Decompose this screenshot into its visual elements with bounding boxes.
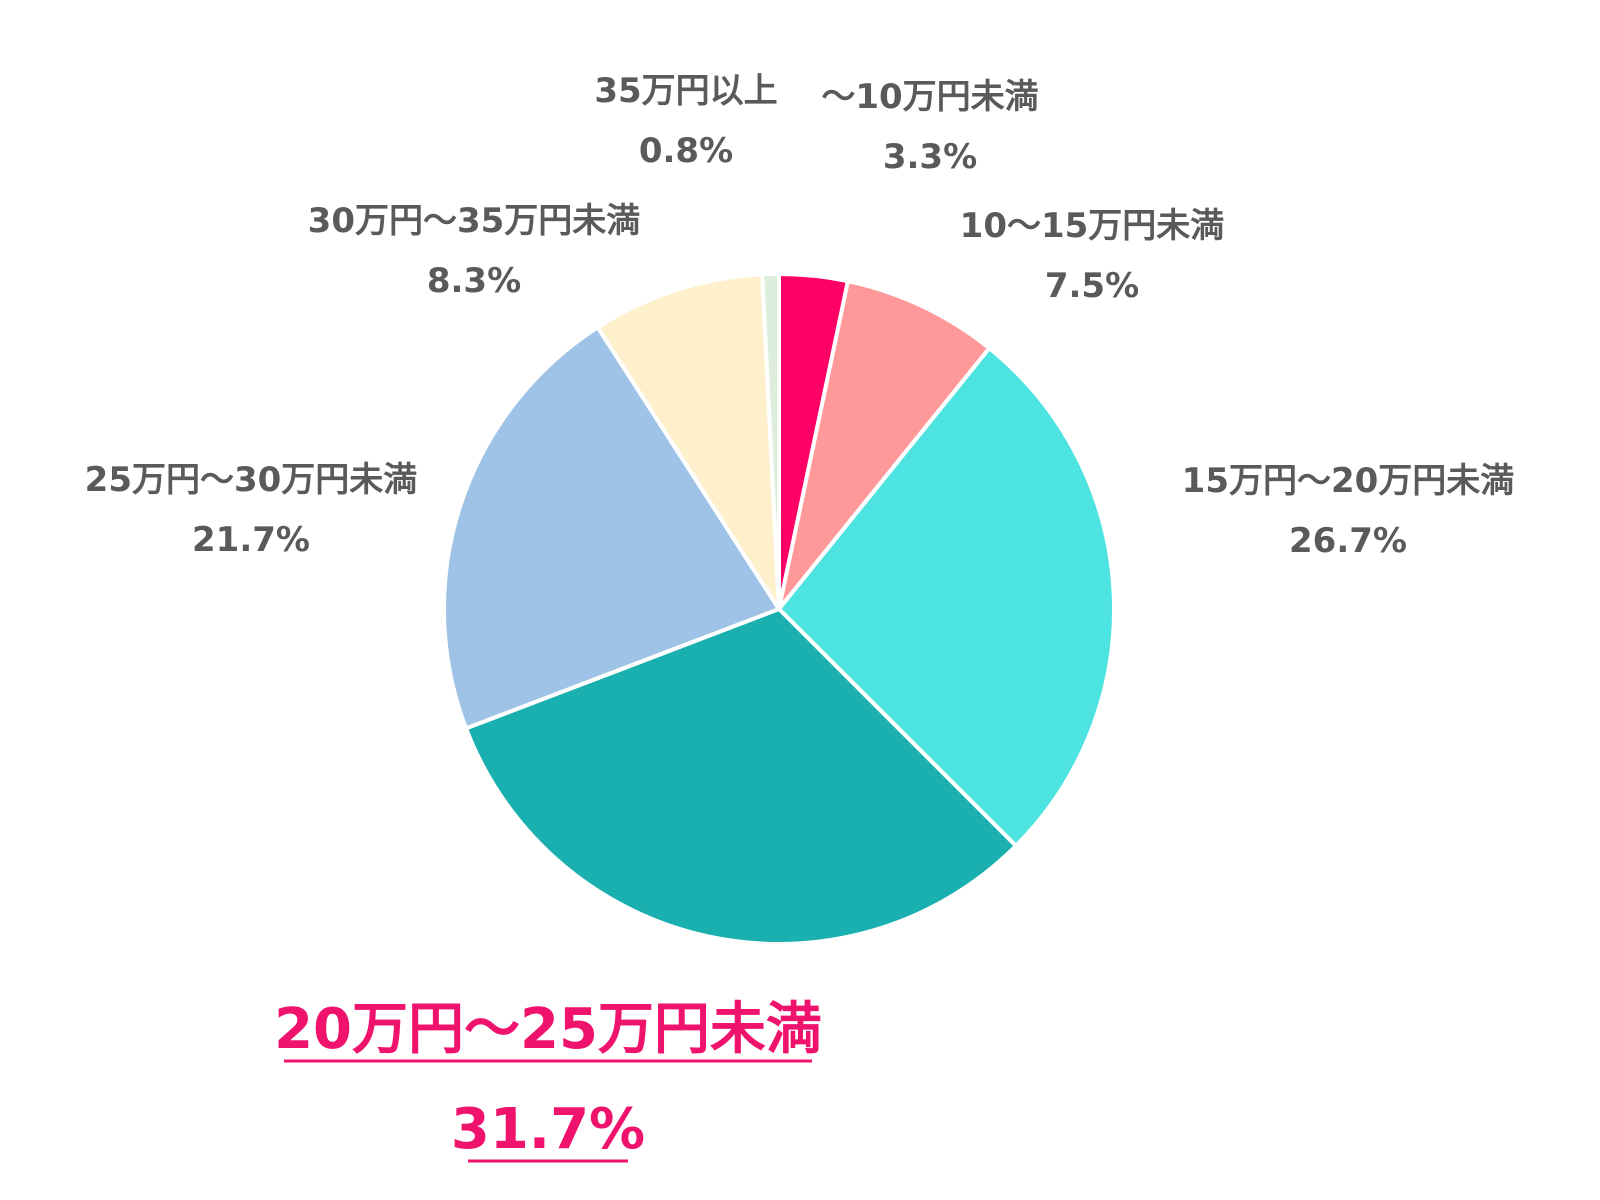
pie-slice-5 — [595, 272, 781, 611]
slice-label-value: 7.5% — [1045, 266, 1139, 306]
slice-label-value: 26.7% — [1289, 521, 1407, 561]
pie-slice-4 — [441, 325, 781, 731]
pie-slices — [441, 271, 1116, 946]
pie-slice-3 — [464, 607, 1018, 946]
slice-label-name: 30万円～35万円未満 — [308, 201, 641, 241]
pie-slice-2 — [777, 346, 1116, 848]
slice-label-name: ～10万円未満 — [821, 77, 1038, 117]
highlight-label-value: 31.7% — [451, 1097, 645, 1162]
pie-slice-1 — [777, 279, 992, 611]
slice-label-name: 15万円～20万円未満 — [1182, 461, 1515, 501]
slice-label-name: 10～15万円未満 — [960, 206, 1225, 246]
slice-label-value: 3.3% — [883, 137, 977, 177]
highlight-label-name: 20万円～25万円未満 — [274, 997, 822, 1062]
slice-label-value: 8.3% — [427, 261, 521, 301]
slice-label-name: 35万円以上 — [594, 71, 777, 111]
slice-label-value: 21.7% — [192, 520, 310, 560]
pie-slice-6 — [760, 271, 781, 611]
slice-label-value: 0.8% — [639, 131, 733, 171]
slice-label-name: 25万円～30万円未満 — [85, 460, 418, 500]
